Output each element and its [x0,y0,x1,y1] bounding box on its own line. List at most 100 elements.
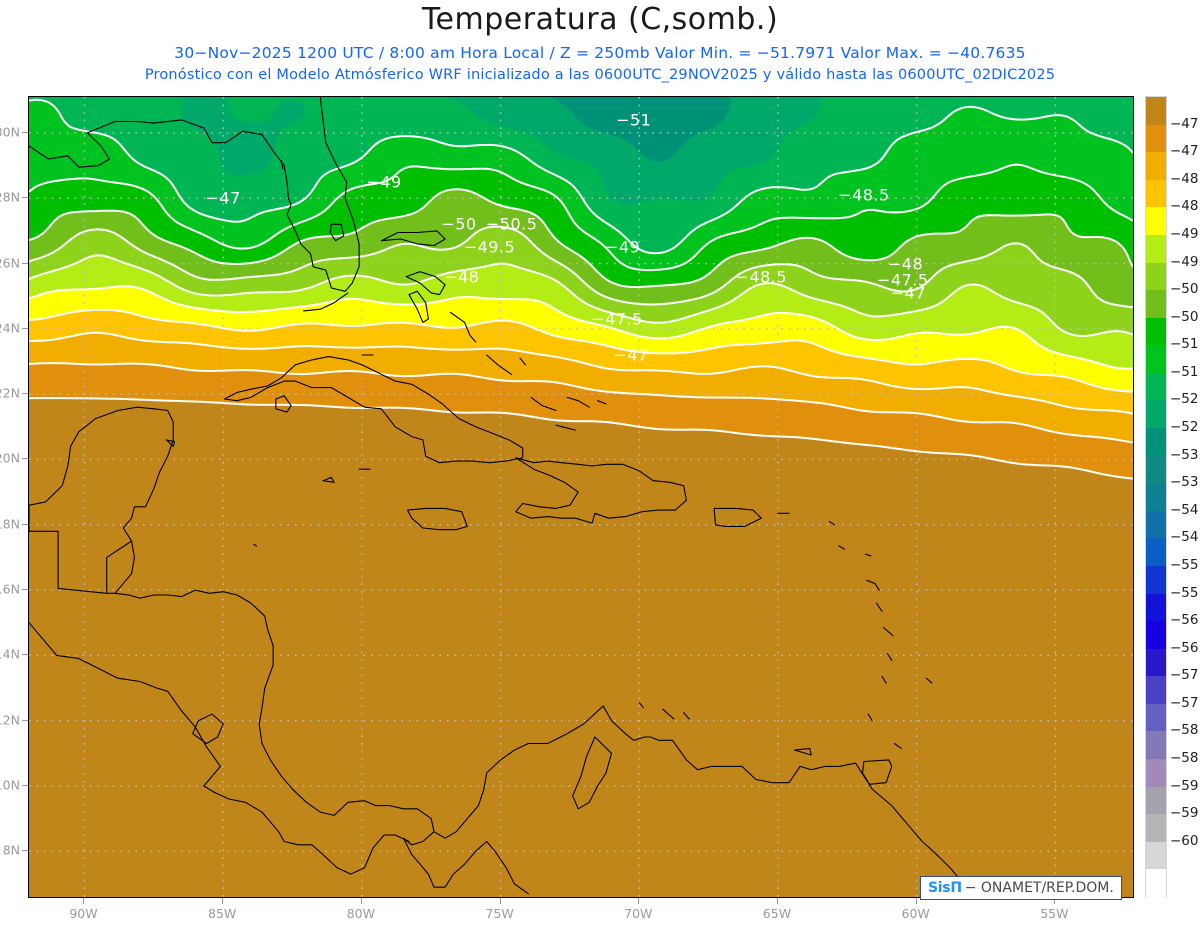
colorbar-tick-label: −50 [1170,281,1199,298]
colorbar-tick-label: −47.5 [1170,143,1200,160]
colorbar-segment [1146,676,1166,705]
latitude-tick-label: 24N [0,320,20,336]
colorbar-tick-label: −47 [1170,115,1199,132]
colorbar-segment [1146,234,1166,264]
latitude-tick-label: 12N [0,712,20,728]
colorbar-tick-label: −48.5 [1170,198,1200,215]
latitude-tick-mark [22,589,28,591]
colorbar-segment [1146,621,1166,650]
colorbar-tick-label: −55 [1170,556,1199,573]
latitude-tick-mark [22,197,28,199]
longitude-tick-label: 60W [901,906,930,921]
colorbar-tick-label: −53.5 [1170,474,1200,491]
latitude-tick-mark [22,523,28,525]
longitude-tick-label: 65W [762,906,792,921]
latitude-tick-label: 8N [2,842,20,858]
latitude-tick-mark [22,262,28,264]
colorbar-tick-label: −54 [1170,501,1199,518]
lat-lon-gridlines [29,97,1133,897]
colorbar-segment [1146,565,1166,595]
figure-title: Temperatura (C,somb.) [421,2,779,37]
sis-brand-text: SisΠ [928,880,962,896]
colorbar-tick-label: −52 [1170,391,1199,408]
colorbar-segment [1146,179,1166,208]
colorbar-segment [1146,97,1166,126]
provider-name-text: − ONAMET/REP.DOM. [964,880,1114,896]
colorbar-tick-label: −53 [1170,446,1199,463]
colorbar-tick-label: −56 [1170,612,1199,629]
latitude-tick-label: 30N [0,124,20,140]
colorbar-segment [1146,483,1166,512]
colorbar-segment [1146,731,1166,760]
latitude-tick-label: 22N [0,385,20,401]
colorbar-segment [1146,400,1166,429]
longitude-tick-label: 70W [624,906,653,921]
colorbar-tick-label: −57 [1170,667,1199,684]
latitude-tick-label: 14N [0,646,20,662]
latitude-tick-label: 28N [0,189,20,205]
longitude-tick-label: 85W [208,906,237,921]
colorbar-segment [1146,428,1166,457]
colorbar-segment [1146,510,1166,539]
colorbar-tick-label: −49.5 [1170,253,1200,270]
colorbar-segment [1146,207,1166,236]
colorbar-segment [1146,317,1166,346]
latitude-tick-mark [22,393,28,395]
latitude-tick-label: 16N [0,581,20,597]
colorbar-tick-label: −52.5 [1170,419,1200,436]
colorbar-segment [1146,372,1166,402]
latitude-tick-label: 10N [0,777,20,793]
longitude-tick-mark [83,898,85,904]
colorbar-tick-label: −49 [1170,225,1199,242]
colorbar-segment [1146,538,1166,567]
colorbar-tick-label: −50.5 [1170,308,1200,325]
colorbar-segment [1146,648,1166,677]
colorbar-tick-label: −51.5 [1170,363,1200,380]
longitude-tick-mark [1054,898,1056,904]
colorbar-tick-label: −60 [1170,832,1199,849]
colorbar-segment [1146,152,1166,181]
latitude-tick-label: 26N [0,255,20,271]
latitude-tick-label: 20N [0,450,20,466]
colorbar-segment [1146,759,1166,788]
colorbar[interactable] [1145,96,1167,898]
colorbar-segment [1146,703,1166,733]
coastline-layer [29,97,981,897]
longitude-tick-mark [499,898,501,904]
colorbar-segment [1146,593,1166,622]
latitude-tick-mark [22,850,28,852]
latitude-tick-mark [22,458,28,460]
latitude-tick-mark [22,327,28,329]
latitude-tick-mark [22,654,28,656]
colorbar-segment [1146,455,1166,484]
longitude-tick-label: 80W [346,906,375,921]
colorbar-segment [1146,345,1166,374]
colorbar-segment [1146,841,1166,870]
colorbar-segment [1146,869,1166,898]
figure-subtitle-line-1: 30−Nov−2025 1200 UTC / 8:00 am Hora Loca… [174,44,1026,62]
colorbar-segment [1146,814,1166,843]
map-plot-area[interactable]: −51 −49 −50 −50.5 −49.5 −49 −48.5 −48 −48.5 −48 −4… [28,96,1134,898]
colorbar-tick-label: −58.5 [1170,750,1200,767]
longitude-tick-mark [776,898,778,904]
colorbar-tick-label: −59.5 [1170,805,1200,822]
latitude-tick-mark [22,131,28,133]
colorbar-tick-label: −59 [1170,777,1199,794]
latitude-tick-mark [22,719,28,721]
figure-subtitle-line-2: Pronóstico con el Modelo Atmósferico WRF… [144,67,1056,83]
latitude-tick-mark [22,784,28,786]
colorbar-tick-label: −55.5 [1170,584,1200,601]
longitude-tick-label: 55W [1040,906,1069,921]
colorbar-segment [1146,124,1166,153]
colorbar-tick-label: −56.5 [1170,639,1200,656]
longitude-tick-mark [222,898,224,904]
colorbar-tick-label: −58 [1170,722,1199,739]
longitude-tick-mark [360,898,362,904]
colorbar-tick-label: −54.5 [1170,529,1200,546]
longitude-tick-label: 90W [69,906,98,921]
colorbar-tick-label: −51 [1170,336,1199,353]
colorbar-segment [1146,290,1166,319]
provider-logo: SisΠ − ONAMET/REP.DOM. [920,876,1122,900]
contour-lines-layer [29,98,1133,480]
longitude-tick-mark [915,898,917,904]
